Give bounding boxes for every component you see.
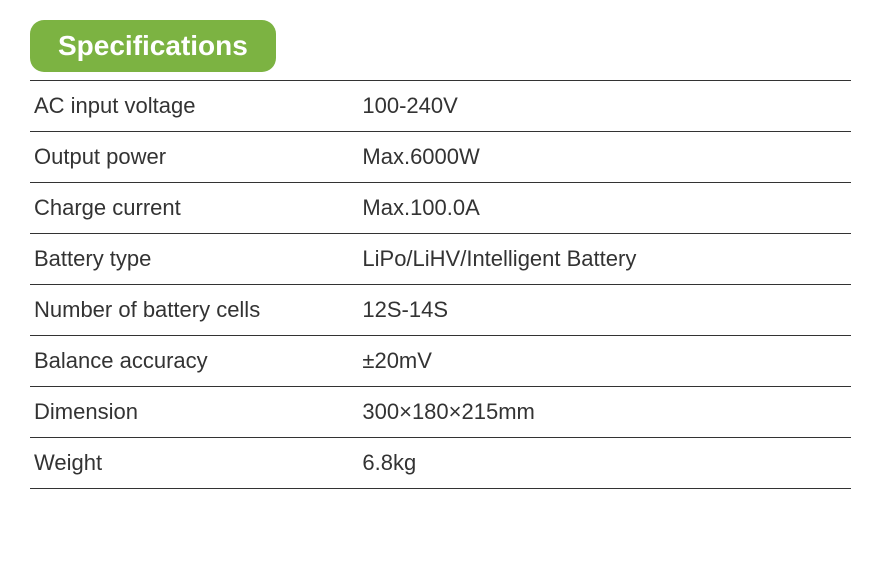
table-row: Charge current Max.100.0A bbox=[30, 183, 851, 234]
table-row: AC input voltage 100-240V bbox=[30, 81, 851, 132]
spec-label: Charge current bbox=[30, 183, 358, 234]
spec-value: ±20mV bbox=[358, 336, 851, 387]
spec-label: Number of battery cells bbox=[30, 285, 358, 336]
spec-value: 12S-14S bbox=[358, 285, 851, 336]
table-row: Battery type LiPo/LiHV/Intelligent Batte… bbox=[30, 234, 851, 285]
spec-value: 100-240V bbox=[358, 81, 851, 132]
table-row: Weight 6.8kg bbox=[30, 438, 851, 489]
spec-label: Weight bbox=[30, 438, 358, 489]
spec-label: Battery type bbox=[30, 234, 358, 285]
spec-label: Output power bbox=[30, 132, 358, 183]
spec-value: LiPo/LiHV/Intelligent Battery bbox=[358, 234, 851, 285]
spec-label: Balance accuracy bbox=[30, 336, 358, 387]
table-row: Output power Max.6000W bbox=[30, 132, 851, 183]
spec-label: Dimension bbox=[30, 387, 358, 438]
table-row: Number of battery cells 12S-14S bbox=[30, 285, 851, 336]
specifications-table-body: AC input voltage 100-240V Output power M… bbox=[30, 81, 851, 489]
table-row: Dimension 300×180×215mm bbox=[30, 387, 851, 438]
table-row: Balance accuracy ±20mV bbox=[30, 336, 851, 387]
specifications-badge: Specifications bbox=[30, 20, 276, 72]
spec-value: Max.6000W bbox=[358, 132, 851, 183]
specifications-table: AC input voltage 100-240V Output power M… bbox=[30, 80, 851, 489]
spec-label: AC input voltage bbox=[30, 81, 358, 132]
spec-value: 300×180×215mm bbox=[358, 387, 851, 438]
spec-value: 6.8kg bbox=[358, 438, 851, 489]
spec-value: Max.100.0A bbox=[358, 183, 851, 234]
